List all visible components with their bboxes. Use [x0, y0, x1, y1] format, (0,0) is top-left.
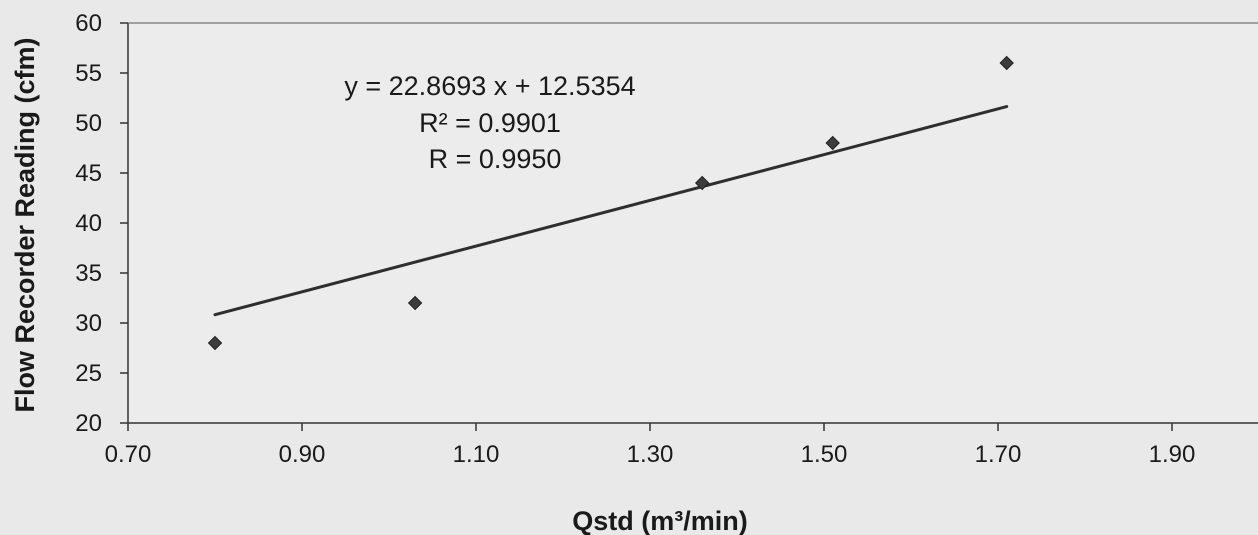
x-tick-label: 0.90 [279, 441, 326, 468]
y-tick-label: 60 [75, 10, 102, 37]
points-layer [207, 55, 1014, 351]
trendline [213, 105, 1009, 317]
y-tick-label: 40 [75, 210, 102, 237]
trendline-layer [213, 105, 1009, 317]
x-tick-label: 1.50 [801, 441, 848, 468]
data-point [694, 175, 710, 191]
data-point [999, 55, 1014, 71]
y-axis-title: Flow Recorder Reading (cfm) [10, 37, 40, 412]
y-tick-label: 35 [75, 260, 102, 287]
ticks-layer [120, 22, 1173, 431]
r-label: R = 0.9950 [429, 144, 562, 174]
x-axis-title: Qstd (m³/min) [572, 506, 748, 535]
tick-labels-layer: 20 25 30 35 40 45 50 55 60 0.70 0.90 1.10 1.30 1.50 1.… [75, 10, 1195, 468]
x-tick-label: 0.70 [105, 441, 152, 468]
r-squared-label: R² = 0.9901 [419, 108, 561, 138]
data-point [825, 135, 840, 151]
data-point [207, 335, 223, 351]
y-tick-label: 45 [75, 160, 102, 187]
y-tick-label: 50 [75, 110, 102, 137]
x-tick-label: 1.70 [975, 441, 1022, 468]
y-tick-label: 25 [75, 360, 102, 387]
x-tick-label: 1.10 [453, 441, 500, 468]
trendline-equation: y = 22.8693 x + 12.5354 [344, 71, 635, 101]
data-point [407, 295, 423, 311]
plot-area [128, 23, 1258, 423]
y-tick-label: 20 [75, 410, 102, 437]
y-tick-label: 55 [75, 60, 102, 87]
y-tick-label: 30 [75, 310, 102, 337]
x-tick-label: 1.30 [627, 441, 674, 468]
x-tick-label: 1.90 [1149, 441, 1196, 468]
